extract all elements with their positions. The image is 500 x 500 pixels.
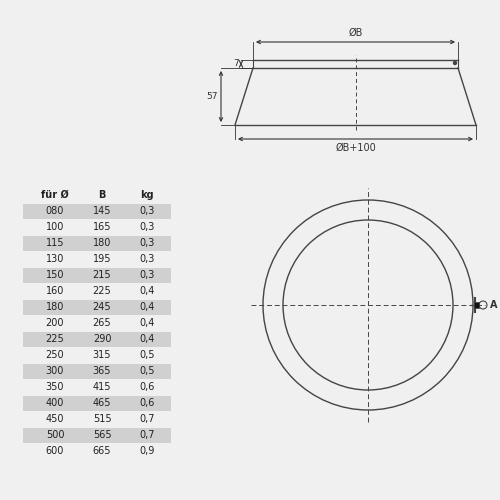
Text: kg: kg	[140, 190, 154, 200]
Text: 0,6: 0,6	[140, 398, 154, 408]
Text: 0,9: 0,9	[140, 446, 154, 456]
Bar	[23, 444, 171, 458]
Bar	[23, 236, 171, 250]
Text: 665: 665	[93, 446, 111, 456]
Text: 080: 080	[46, 206, 64, 216]
Text: 200: 200	[46, 318, 64, 328]
Bar	[23, 396, 171, 410]
Text: 225: 225	[92, 286, 112, 296]
Bar	[23, 316, 171, 330]
Text: 0,3: 0,3	[140, 222, 154, 232]
Text: 0,3: 0,3	[140, 270, 154, 280]
Text: 0,6: 0,6	[140, 382, 154, 392]
Text: 0,4: 0,4	[140, 334, 154, 344]
Text: 0,4: 0,4	[140, 286, 154, 296]
Text: 500: 500	[46, 430, 64, 440]
Bar	[23, 428, 171, 442]
Text: 515: 515	[92, 414, 112, 424]
Text: 0,7: 0,7	[139, 430, 155, 440]
Text: 100: 100	[46, 222, 64, 232]
Text: 300: 300	[46, 366, 64, 376]
Bar	[474, 302, 479, 308]
Text: 350: 350	[46, 382, 64, 392]
Text: ØB+100: ØB+100	[335, 143, 376, 153]
Text: 7: 7	[233, 60, 239, 68]
Bar	[23, 300, 171, 314]
Bar	[23, 284, 171, 298]
Bar	[23, 204, 171, 218]
Bar	[23, 364, 171, 378]
Text: 180: 180	[46, 302, 64, 312]
Bar	[23, 332, 171, 346]
Text: 0,3: 0,3	[140, 254, 154, 264]
Bar	[23, 252, 171, 266]
Text: 57: 57	[206, 92, 218, 101]
Text: 160: 160	[46, 286, 64, 296]
Text: 565: 565	[92, 430, 112, 440]
Text: 145: 145	[93, 206, 111, 216]
Circle shape	[454, 62, 456, 64]
Text: 450: 450	[46, 414, 64, 424]
Text: 0,4: 0,4	[140, 318, 154, 328]
Text: 0,4: 0,4	[140, 302, 154, 312]
Text: B: B	[98, 190, 105, 200]
Text: 0,3: 0,3	[140, 206, 154, 216]
Text: für Ø: für Ø	[41, 190, 69, 200]
Bar	[23, 268, 171, 282]
Text: 225: 225	[46, 334, 64, 344]
Text: 0,5: 0,5	[139, 350, 155, 360]
Text: 150: 150	[46, 270, 64, 280]
Text: 115: 115	[46, 238, 64, 248]
Text: 265: 265	[92, 318, 112, 328]
Text: 600: 600	[46, 446, 64, 456]
Text: 415: 415	[93, 382, 111, 392]
Text: A: A	[490, 300, 498, 310]
Bar	[23, 348, 171, 362]
Text: 400: 400	[46, 398, 64, 408]
Text: 180: 180	[93, 238, 111, 248]
Text: 0,7: 0,7	[139, 414, 155, 424]
Text: 250: 250	[46, 350, 64, 360]
Text: 130: 130	[46, 254, 64, 264]
Text: 315: 315	[93, 350, 111, 360]
Bar	[23, 220, 171, 234]
Text: 290: 290	[93, 334, 111, 344]
Text: 195: 195	[93, 254, 111, 264]
Text: 365: 365	[93, 366, 111, 376]
Bar	[23, 412, 171, 426]
Text: 165: 165	[93, 222, 111, 232]
Bar	[23, 380, 171, 394]
Text: 0,3: 0,3	[140, 238, 154, 248]
Text: 465: 465	[93, 398, 111, 408]
Text: 245: 245	[92, 302, 112, 312]
Text: 215: 215	[92, 270, 112, 280]
Text: ØB: ØB	[348, 28, 362, 38]
Text: 0,5: 0,5	[139, 366, 155, 376]
